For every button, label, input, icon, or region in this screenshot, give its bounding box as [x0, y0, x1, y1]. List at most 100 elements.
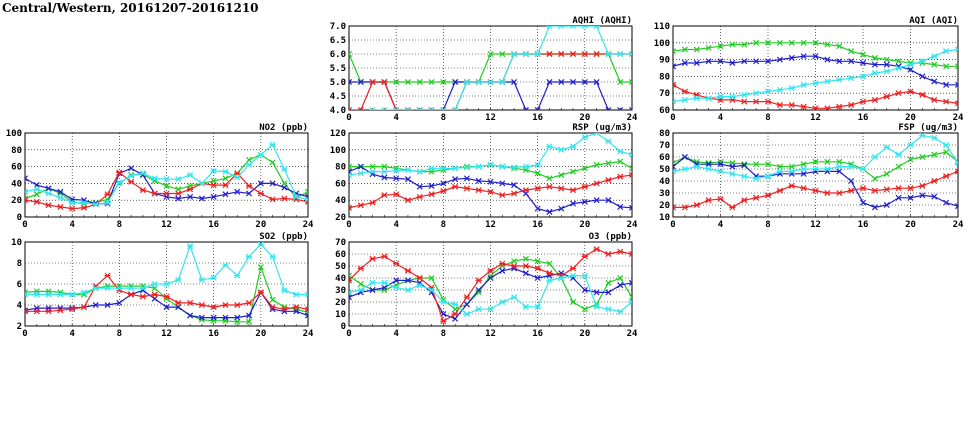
data-point [824, 168, 831, 175]
data-point [824, 105, 831, 110]
data-point [463, 310, 471, 318]
y-tick-label: 4.0 [330, 106, 346, 116]
y-tick-label: 80 [659, 72, 670, 82]
data-point [175, 190, 182, 197]
plot-frame [24, 132, 309, 218]
data-point [628, 204, 632, 211]
data-point [186, 186, 194, 193]
data-point [717, 168, 724, 175]
data-point [281, 195, 288, 202]
data-point [931, 177, 938, 185]
data-point [499, 180, 506, 187]
data-point [128, 165, 135, 172]
data-point [369, 279, 376, 286]
data-point [186, 299, 194, 306]
data-point [788, 39, 795, 46]
data-point [741, 58, 748, 65]
data-point [45, 291, 52, 298]
data-point [510, 50, 518, 58]
data-point [33, 308, 40, 315]
data-point [824, 78, 831, 85]
data-point [824, 158, 831, 165]
data-point [163, 176, 170, 183]
data-point [871, 96, 878, 103]
data-point [581, 198, 588, 205]
data-point [393, 167, 400, 174]
data-point [57, 307, 64, 314]
data-point [269, 196, 276, 203]
x-tick-label: 16 [532, 220, 543, 230]
data-point [931, 78, 938, 85]
data-point [605, 138, 612, 145]
y-tick-label: 70 [659, 141, 670, 151]
data-point [581, 134, 588, 141]
data-point [617, 50, 624, 58]
y-tick-label: 8 [17, 259, 22, 269]
data-point [104, 191, 111, 198]
data-point [558, 50, 565, 58]
data-point [522, 303, 529, 310]
data-point [788, 54, 795, 61]
x-tick-label: 24 [627, 329, 638, 339]
data-point [269, 159, 276, 166]
data-point [593, 161, 600, 168]
y-tick-label: 4.5 [330, 92, 346, 102]
x-tick-label: 4 [69, 329, 75, 339]
data-point [883, 144, 890, 151]
x-tick-label: 0 [22, 220, 27, 230]
data-point [475, 177, 482, 184]
data-point [293, 193, 300, 200]
data-point [393, 191, 400, 198]
data-point [788, 182, 795, 189]
y-tick-label: 2 [17, 322, 22, 332]
data-point [764, 39, 772, 46]
y-tick-label: 20 [335, 213, 346, 223]
data-point [69, 306, 76, 313]
data-point [581, 26, 588, 30]
data-point [593, 246, 600, 253]
chart-title: AQI (AQI) [909, 16, 958, 26]
data-point [499, 298, 506, 306]
data-point [463, 185, 471, 192]
chart-title: NO2 (ppb) [259, 123, 308, 133]
series-red [349, 171, 632, 211]
data-point [269, 304, 276, 311]
data-point [393, 165, 400, 172]
data-point [104, 301, 111, 309]
data-point [617, 282, 624, 289]
data-point [534, 50, 541, 58]
data-point [222, 314, 229, 321]
y-tick-label: 100 [330, 146, 346, 156]
x-tick-label: 4 [393, 329, 399, 339]
data-point [428, 274, 435, 282]
data-point [463, 301, 470, 308]
data-point [269, 253, 276, 260]
data-point [681, 204, 688, 211]
data-point [776, 56, 783, 63]
data-point [741, 41, 748, 48]
data-point [357, 265, 364, 272]
data-point [198, 195, 205, 202]
data-point [393, 106, 400, 110]
data-point [463, 164, 471, 171]
x-tick-label: 24 [953, 113, 964, 123]
data-point [617, 203, 624, 210]
data-point [605, 250, 612, 258]
data-point [729, 59, 736, 66]
data-point [128, 291, 135, 298]
series-blue [25, 287, 308, 321]
data-point [628, 165, 632, 172]
data-point [546, 78, 553, 86]
data-point [693, 95, 700, 102]
series-red [349, 246, 632, 325]
data-point [859, 73, 867, 80]
series-cyan [673, 133, 958, 182]
data-point [907, 88, 914, 95]
data-point [824, 189, 831, 197]
data-point [25, 197, 29, 204]
x-tick-label: 4 [69, 220, 75, 230]
data-point [919, 73, 926, 80]
data-point [788, 163, 795, 170]
data-point [293, 291, 300, 298]
